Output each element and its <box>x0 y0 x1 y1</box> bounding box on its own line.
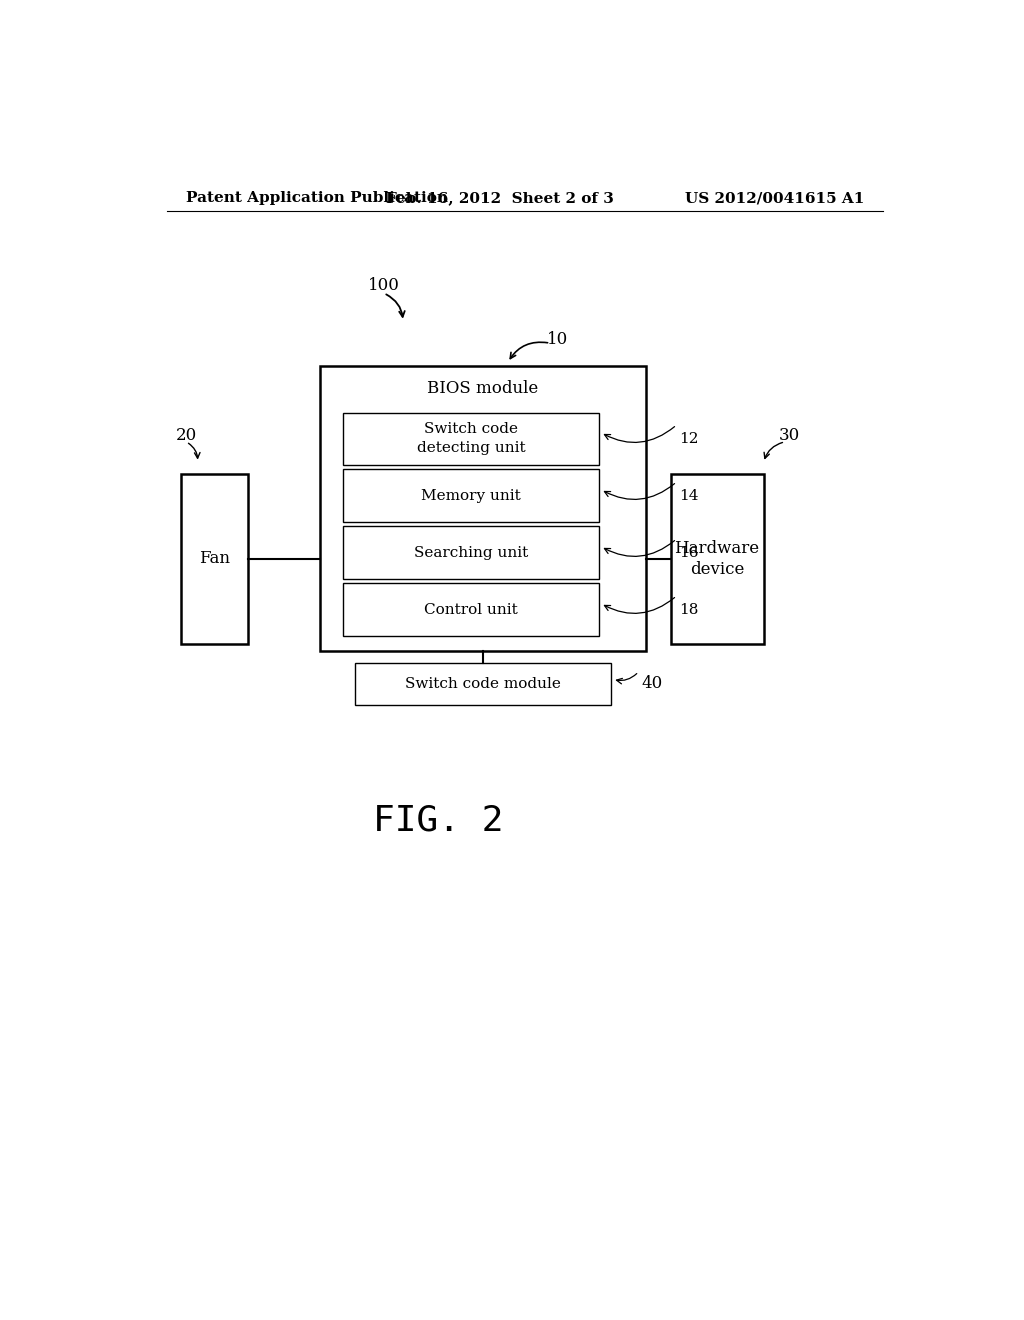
Bar <box>343 413 599 465</box>
Text: 12: 12 <box>679 432 698 446</box>
Text: US 2012/0041615 A1: US 2012/0041615 A1 <box>685 191 864 206</box>
Text: Feb. 16, 2012  Sheet 2 of 3: Feb. 16, 2012 Sheet 2 of 3 <box>386 191 614 206</box>
Text: 100: 100 <box>369 277 400 294</box>
Bar <box>343 527 599 579</box>
Text: 14: 14 <box>679 488 698 503</box>
Text: BIOS module: BIOS module <box>427 380 539 397</box>
Text: Hardware: Hardware <box>675 540 760 557</box>
Text: 18: 18 <box>679 603 698 616</box>
Text: 30: 30 <box>779 428 800 444</box>
Bar <box>321 367 646 651</box>
Bar <box>355 663 611 705</box>
Bar <box>671 474 764 644</box>
Bar <box>343 583 599 636</box>
Text: Control unit: Control unit <box>425 603 518 616</box>
Text: FIG. 2: FIG. 2 <box>373 804 503 838</box>
Text: Fan: Fan <box>199 550 230 568</box>
Text: Memory unit: Memory unit <box>422 488 521 503</box>
Text: 10: 10 <box>547 331 567 348</box>
Bar <box>343 470 599 521</box>
Text: 40: 40 <box>642 676 664 693</box>
Text: Searching unit: Searching unit <box>414 545 528 560</box>
Text: 20: 20 <box>176 428 198 444</box>
Text: device: device <box>690 561 744 578</box>
Text: 16: 16 <box>679 545 698 560</box>
Bar <box>180 474 248 644</box>
Text: Switch code module: Switch code module <box>406 677 561 690</box>
Text: Switch code
detecting unit: Switch code detecting unit <box>417 422 525 455</box>
Text: Patent Application Publication: Patent Application Publication <box>186 191 449 206</box>
